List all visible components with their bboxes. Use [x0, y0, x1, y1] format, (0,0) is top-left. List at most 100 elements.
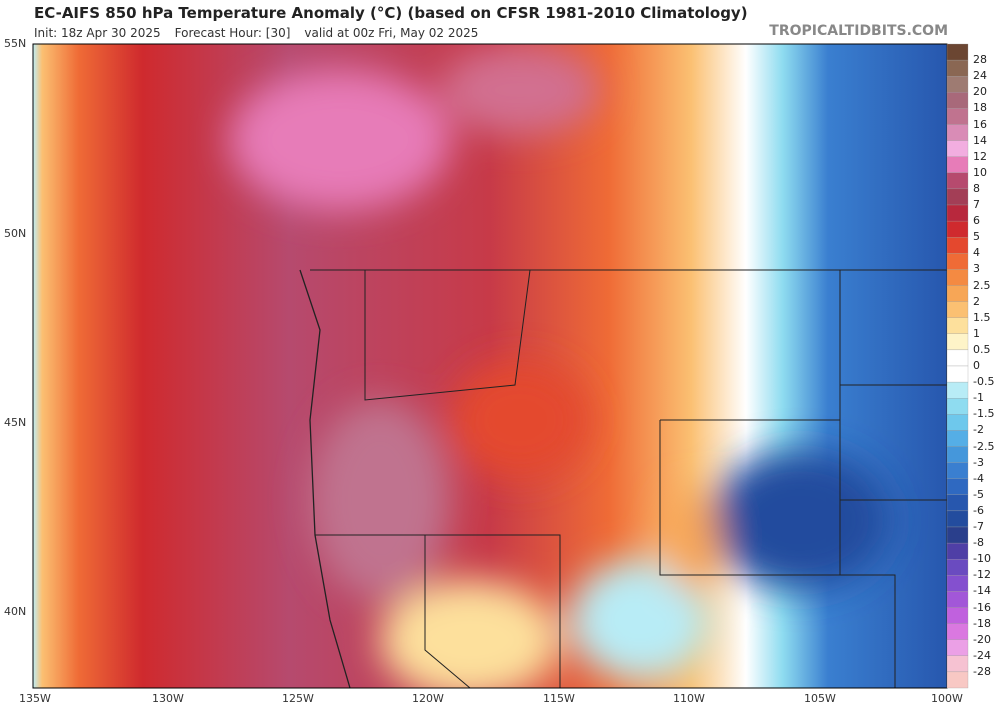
colorbar-label: -20	[973, 632, 991, 646]
colorbar-swatch	[946, 285, 969, 302]
anomaly-field	[33, 44, 947, 688]
colorbar-label: 5	[973, 230, 980, 244]
colorbar-label: 1	[973, 326, 980, 340]
lon-label: 115W	[543, 692, 575, 705]
lat-label: 55N	[4, 37, 27, 50]
colorbar-swatch	[946, 559, 969, 576]
lon-label: 105W	[804, 692, 836, 705]
colorbar-swatch	[946, 655, 969, 673]
colorbar-label: 7	[973, 198, 980, 211]
colorbar-label: 3	[973, 262, 980, 276]
colorbar-swatch	[946, 140, 969, 157]
subtitle: Init: 18z Apr 30 2025 Forecast Hour: [30…	[34, 26, 478, 40]
colorbar-label: -12	[973, 568, 991, 582]
colorbar-label: 2	[973, 294, 980, 308]
colorbar-label: 0.5	[973, 342, 991, 356]
colorbar-swatch	[946, 124, 969, 141]
valid-time: valid at 00z Fri, May 02 2025	[304, 26, 479, 40]
colorbar-swatch	[946, 76, 969, 93]
colorbar-label: -10	[973, 552, 991, 566]
lon-label: 110W	[673, 692, 705, 705]
colorbar-label: 2.5	[973, 278, 991, 292]
colorbar-swatch	[946, 430, 969, 447]
lat-label: 45N	[4, 416, 27, 429]
colorbar-swatch	[946, 414, 969, 431]
colorbar-label: -24	[973, 648, 991, 662]
colorbar-swatch	[946, 108, 969, 125]
colorbar-swatch	[946, 43, 969, 61]
colorbar-label: -8	[973, 536, 984, 550]
colorbar-swatch	[946, 398, 969, 415]
colorbar-swatch	[946, 365, 969, 383]
colorbar-label: -7	[973, 520, 984, 533]
colorbar-label: -0.5	[973, 375, 995, 389]
colorbar-label: -1	[973, 391, 984, 405]
colorbar-swatch	[946, 639, 969, 656]
colorbar-label: 14	[973, 133, 987, 147]
colorbar-swatch	[946, 494, 969, 512]
colorbar-swatch	[946, 237, 969, 254]
colorbar-label: -18	[973, 616, 991, 630]
colorbar-swatch	[946, 92, 969, 109]
colorbar-swatch	[946, 591, 969, 608]
colorbar-swatch	[946, 542, 969, 560]
lon-label: 135W	[19, 692, 51, 705]
lon-label: 130W	[152, 692, 184, 705]
colorbar-label: -28	[973, 664, 991, 678]
colorbar-label: 4	[973, 246, 980, 260]
colorbar-swatch	[946, 333, 969, 351]
colorbar-swatch	[946, 510, 969, 528]
init: Init: 18z Apr 30 2025	[34, 26, 161, 40]
site-name: TROPICALTIDBITS.COM	[769, 23, 948, 39]
colorbar-swatch	[946, 204, 969, 222]
colorbar-label: 1.5	[973, 310, 991, 324]
colorbar-swatch	[946, 478, 969, 495]
lon-label: 120W	[412, 692, 444, 705]
colorbar-label: -3	[973, 455, 984, 469]
colorbar-label: 24	[973, 69, 987, 83]
title: EC-AIFS 850 hPa Temperature Anomaly (°C)…	[34, 4, 748, 22]
colorbar-label: -14	[973, 584, 991, 598]
colorbar-label: 0	[973, 359, 980, 372]
colorbar-swatch	[946, 575, 969, 592]
colorbar-label: -4	[973, 471, 984, 485]
colorbar-label: -16	[973, 600, 991, 614]
lat-label: 40N	[4, 605, 27, 618]
colorbar-swatch	[946, 607, 969, 624]
lon-label: 125W	[282, 692, 314, 705]
colorbar-swatch	[946, 446, 969, 463]
colorbar-swatch	[946, 172, 969, 190]
colorbar-swatch	[946, 220, 969, 238]
lat-label: 50N	[4, 227, 27, 240]
colorbar-swatch	[946, 381, 969, 399]
colorbar-swatch	[946, 462, 969, 479]
colorbar-label: 6	[973, 214, 980, 228]
colorbar-swatch	[946, 253, 969, 270]
colorbar-label: 16	[973, 117, 987, 131]
colorbar-swatch	[946, 269, 969, 286]
colorbar-swatch	[946, 301, 969, 318]
colorbar-swatch	[946, 156, 969, 173]
colorbar-label: -2.5	[973, 439, 995, 453]
colorbar-label: 18	[973, 101, 987, 115]
colorbar-swatch	[946, 188, 969, 206]
colorbar-label: 8	[973, 181, 980, 195]
colorbar-swatch	[946, 317, 969, 334]
forecast-hour: Forecast Hour: [30]	[174, 26, 291, 40]
colorbar-label: -5	[973, 487, 984, 501]
colorbar-swatch	[946, 59, 969, 77]
colorbar-label: 10	[973, 165, 987, 179]
colorbar-swatch	[946, 623, 969, 640]
colorbar-label: -6	[973, 503, 984, 517]
colorbar-swatch	[946, 526, 969, 544]
colorbar-label: -2	[973, 423, 984, 437]
colorbar-label: 28	[973, 53, 987, 67]
colorbar-label: -1.5	[973, 407, 995, 421]
colorbar-label: 20	[973, 85, 987, 99]
colorbar-label: 12	[973, 149, 987, 163]
lon-label: 100W	[931, 692, 963, 705]
colorbar-swatch	[946, 671, 969, 689]
colorbar-swatch	[946, 349, 969, 367]
